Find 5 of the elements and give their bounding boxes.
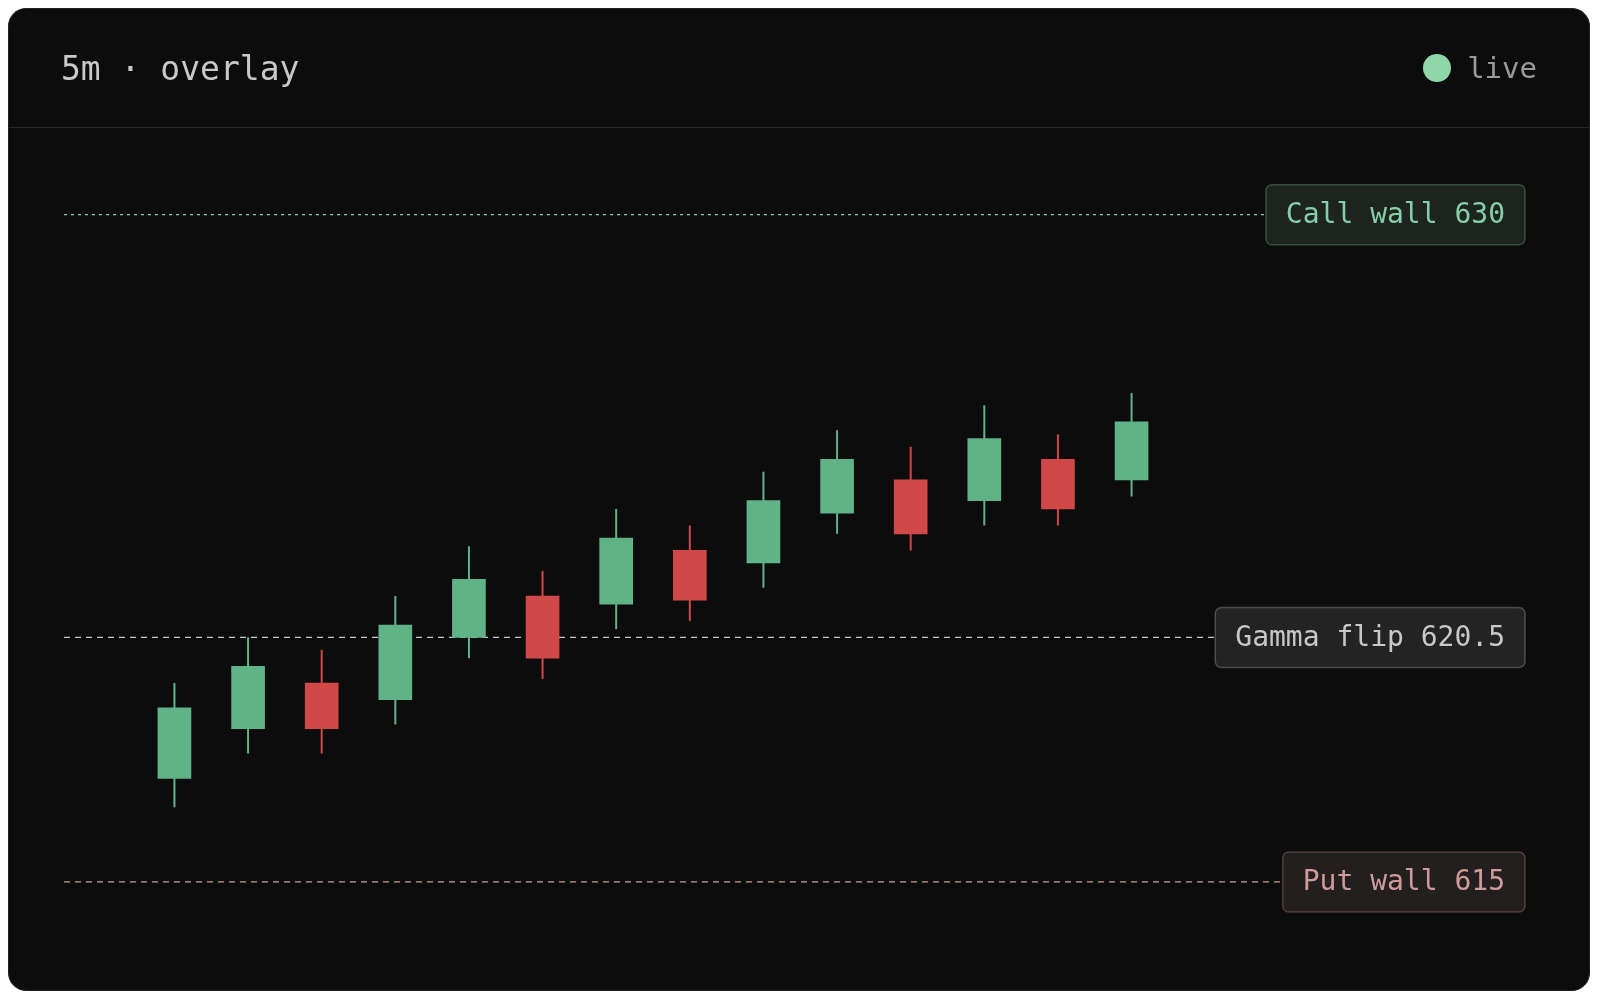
ref-line-label: Gamma flip 620.5 — [1235, 619, 1505, 653]
text: live — [1467, 51, 1537, 85]
ref-line-label: Put wall 615 — [1302, 864, 1506, 898]
chart-title: 5m · overlay — [61, 48, 300, 88]
ref-line-label: Call wall 630 — [1285, 197, 1506, 230]
